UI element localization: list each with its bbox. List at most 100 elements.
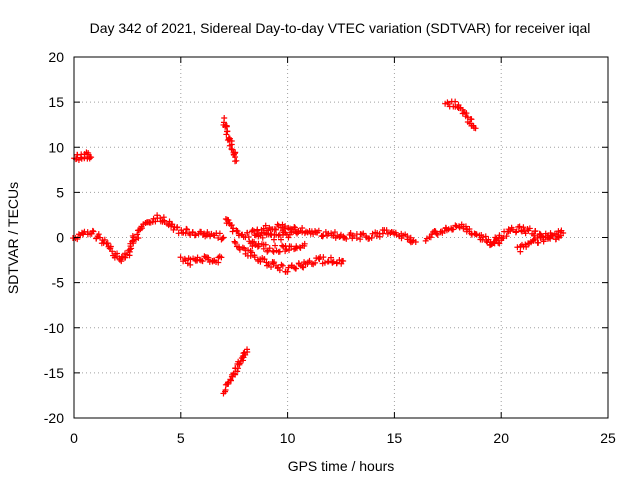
series-arc-5 [220, 114, 240, 165]
series-layer [70, 98, 567, 397]
series-arc-4 [177, 253, 225, 268]
data-point [199, 258, 206, 265]
data-point [472, 125, 479, 132]
data-point [387, 230, 394, 237]
data-point [89, 227, 96, 234]
data-point [95, 231, 102, 238]
data-point [264, 248, 271, 255]
data-point [336, 257, 343, 264]
data-point [321, 259, 328, 266]
series-arc-10 [251, 226, 302, 243]
data-point [513, 228, 520, 235]
data-point [463, 110, 470, 117]
data-point [368, 234, 375, 241]
data-point [517, 248, 524, 255]
data-point [503, 233, 510, 240]
data-point [353, 235, 360, 242]
data-point [434, 231, 441, 238]
data-point [294, 230, 301, 237]
data-point [301, 240, 308, 247]
data-point [227, 377, 234, 384]
data-point [233, 157, 240, 164]
data-point [312, 259, 319, 266]
data-point [456, 224, 463, 231]
y-tick-label: 0 [56, 230, 64, 246]
data-point [189, 229, 196, 236]
data-point [468, 116, 475, 123]
data-point [88, 154, 95, 161]
data-point [262, 222, 269, 229]
data-point [236, 360, 243, 367]
data-point [254, 227, 261, 234]
data-point [201, 253, 208, 260]
data-point [526, 225, 533, 232]
series-arc-8 [231, 238, 347, 275]
data-point [267, 230, 274, 237]
data-point [537, 234, 544, 241]
data-point [187, 261, 194, 268]
x-tick-label: 5 [177, 430, 185, 446]
data-point [223, 131, 230, 138]
y-tick-label: 10 [48, 139, 64, 155]
data-point [114, 250, 121, 257]
data-point [283, 246, 290, 253]
data-point [516, 223, 523, 230]
data-point [532, 227, 539, 234]
x-axis-label: GPS time / hours [288, 458, 395, 474]
data-point [325, 258, 332, 265]
data-point [261, 256, 268, 263]
data-point [376, 233, 383, 240]
data-point [462, 223, 469, 230]
data-point [550, 232, 557, 239]
data-point [130, 240, 137, 247]
data-point [279, 262, 286, 269]
data-point [192, 231, 199, 238]
data-point [295, 229, 302, 236]
data-point [509, 226, 516, 233]
series-arc-12 [422, 221, 505, 248]
data-point [225, 217, 232, 224]
data-point [482, 233, 489, 240]
data-point [232, 371, 239, 378]
series-arc-9 [246, 238, 308, 255]
data-point [259, 234, 266, 241]
data-point [427, 234, 434, 241]
data-point [466, 225, 473, 232]
data-point [205, 254, 212, 261]
data-point [230, 225, 237, 232]
x-tick-label: 15 [387, 430, 403, 446]
y-tick-label: -20 [44, 410, 64, 426]
x-tick-label: 20 [493, 430, 509, 446]
data-point [320, 254, 327, 261]
data-point [558, 232, 565, 239]
data-point [500, 234, 507, 241]
data-point [104, 240, 111, 247]
series-arc-2 [70, 227, 137, 265]
y-tick-label: 15 [48, 94, 64, 110]
data-point [327, 254, 334, 261]
data-point [284, 268, 291, 275]
data-point [271, 226, 278, 233]
data-point [479, 236, 486, 243]
data-point [177, 254, 184, 261]
data-point [229, 146, 236, 153]
data-point [343, 235, 350, 242]
data-point [257, 258, 264, 265]
series-arc-15 [514, 232, 565, 255]
data-point [480, 234, 487, 241]
series-arc-3 [133, 212, 227, 243]
data-point [357, 236, 364, 243]
series-arc-7 [222, 215, 344, 241]
data-point [272, 226, 279, 233]
data-point [530, 237, 537, 244]
data-point [412, 239, 419, 246]
data-point [249, 243, 256, 250]
y-axis-label: SDTVAR / TECUs [5, 182, 21, 294]
data-point [319, 233, 326, 240]
data-point [135, 234, 142, 241]
data-point [232, 239, 239, 246]
x-tick-label: 25 [600, 430, 616, 446]
y-tick-label: -15 [44, 365, 64, 381]
y-tick-label: -5 [52, 275, 65, 291]
x-tick-label: 10 [280, 430, 296, 446]
